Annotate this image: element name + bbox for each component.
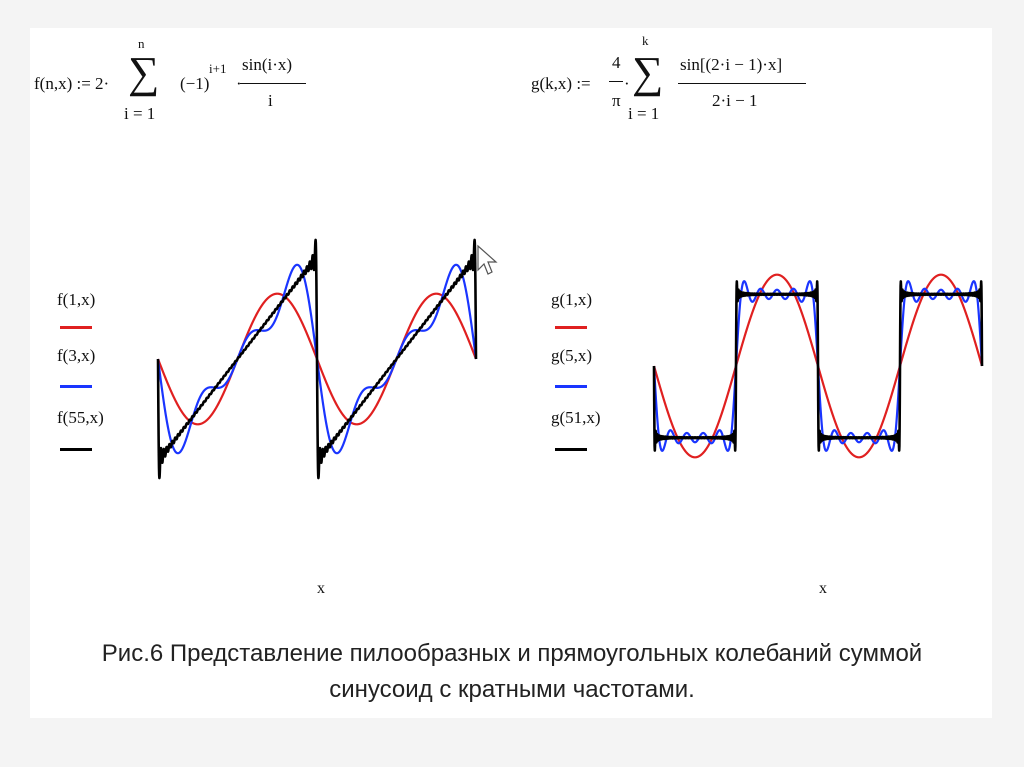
- slide: [30, 28, 992, 718]
- formula-f-denominator: i: [268, 91, 273, 110]
- series-line-f(55,x): [156, 238, 478, 480]
- formula-g-fraction-bar: [678, 83, 806, 84]
- legend-swatch: [60, 326, 92, 329]
- formula-g-coef-bar: [609, 81, 623, 82]
- formula-f-exponent: i+1: [209, 61, 227, 76]
- formula-g-denominator: 2·i − 1: [712, 91, 758, 110]
- formula-g-numerator: sin[(2·i − 1)·x]: [680, 55, 783, 74]
- x-axis-label: x: [317, 580, 325, 597]
- mouse-cursor-icon: [477, 244, 498, 275]
- legend-label: g(5,x): [551, 346, 593, 365]
- figure-caption-line-1: Рис.6 Представление пилообразных и прямо…: [101, 640, 923, 667]
- formula-g-upper-limit: k: [642, 33, 649, 48]
- formula-f-lower-limit: i = 1: [124, 104, 156, 123]
- legend-swatch: [555, 326, 587, 329]
- formula-f-numerator: sin(i·x): [242, 55, 293, 74]
- legend-label: f(3,x): [57, 346, 96, 365]
- x-axis-label: x: [819, 580, 827, 597]
- legend-label: g(1,x): [551, 290, 593, 309]
- formula-f-dot: ·: [236, 74, 242, 93]
- sigma-symbol: ∑: [632, 48, 664, 97]
- formula-g-coef-denominator: π: [612, 91, 621, 110]
- formula-f-fraction-bar: [240, 83, 306, 84]
- sigma-symbol: ∑: [128, 48, 160, 97]
- formula-f-lhs: f(n,x) := 2·: [34, 74, 110, 93]
- sawtooth-plot: [156, 238, 478, 480]
- legend-swatch: [555, 448, 587, 451]
- formula-f-upper-limit: n: [138, 36, 145, 51]
- formula-g-coef-numerator: 4: [612, 53, 621, 72]
- formula-g-dot: ·: [624, 74, 630, 93]
- legend-swatch: [555, 385, 587, 388]
- legend-swatch: [60, 448, 92, 451]
- legend-label: g(51,x): [551, 408, 601, 427]
- formula-f-factor: (−1): [180, 74, 210, 93]
- legend-label: f(55,x): [57, 408, 104, 427]
- formula-g-lhs: g(k,x) :=: [531, 74, 591, 93]
- formula-g-lower-limit: i = 1: [628, 104, 660, 123]
- figure-caption-line-2: синусоид с кратными частотами.: [329, 676, 695, 703]
- legend-label: f(1,x): [57, 290, 96, 309]
- square-wave-plot: [652, 273, 984, 459]
- legend-swatch: [60, 385, 92, 388]
- series-line-g(51,x): [652, 280, 984, 452]
